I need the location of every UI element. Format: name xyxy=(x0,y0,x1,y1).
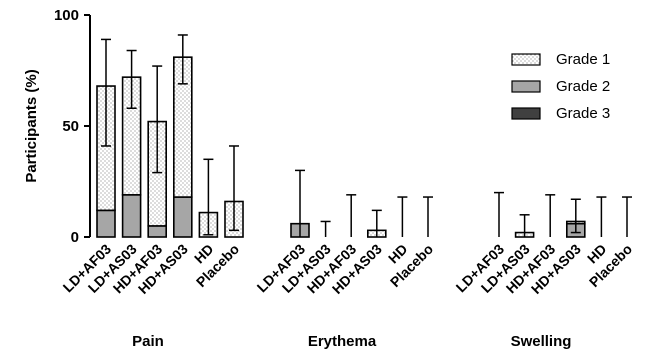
group-label-swelling: Swelling xyxy=(511,333,572,350)
group-labels: Pain Erythema Swelling xyxy=(132,333,571,350)
legend-label-grade-1: Grade 1 xyxy=(556,51,610,68)
legend-swatch-grade-1 xyxy=(511,53,541,66)
legend-label-grade-3: Grade 3 xyxy=(556,105,610,122)
legend-label-grade-2: Grade 2 xyxy=(556,78,610,95)
bar-pain-ld-af03-grade-2 xyxy=(96,209,116,238)
group-label-erythema: Erythema xyxy=(308,333,377,350)
y-axis: 0 50 100 Participants (%) xyxy=(23,7,91,246)
bar-pain-hd-af03-grade-2 xyxy=(147,225,167,238)
y-tick-label: 50 xyxy=(62,118,79,135)
bar-pain-hd-as03-grade-2 xyxy=(173,196,193,238)
y-tick-label: 100 xyxy=(54,7,79,24)
error-bars xyxy=(101,34,632,237)
legend-swatch-grade-2 xyxy=(511,80,541,93)
group-label-pain: Pain xyxy=(132,333,164,350)
legend: Grade 1 Grade 2 Grade 3 xyxy=(511,51,610,122)
y-tick-label: 0 xyxy=(71,229,79,246)
bar-pain-ld-as03-grade-2 xyxy=(121,194,142,238)
bars xyxy=(96,56,586,238)
y-axis-label: Participants (%) xyxy=(23,69,40,182)
legend-swatch-grade-3 xyxy=(511,107,541,120)
